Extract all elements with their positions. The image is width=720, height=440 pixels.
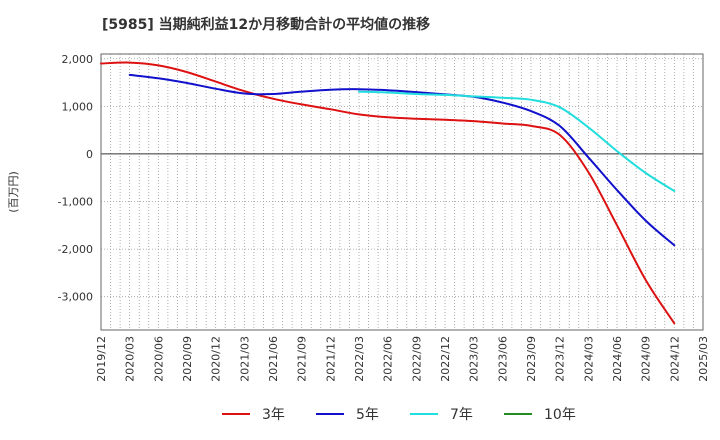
series-line-2 (128, 73, 676, 247)
plot-frame (100, 53, 704, 331)
x-tick-label: 2023/03 (468, 336, 481, 382)
x-tick-label: 2023/09 (525, 336, 538, 382)
x-tick-label: 2022/12 (439, 336, 452, 382)
series-line-1 (100, 61, 676, 325)
x-tick-label: 2022/06 (382, 336, 395, 382)
x-tick-label: 2020/06 (152, 336, 165, 382)
legend-label: 3年 (262, 407, 285, 423)
x-tick-label: 2020/12 (210, 336, 223, 382)
x-tick-label: 2023/12 (554, 336, 567, 382)
y-axis-title: (百万円) (7, 171, 20, 213)
legend-label: 10年 (544, 407, 576, 423)
chart-title: [5985] 当期純利益12か月移動合計の平均値の推移 (102, 17, 431, 33)
x-tick-label: 2019/12 (95, 336, 108, 382)
plot-area (101, 54, 703, 330)
y-tick-label: -3,000 (58, 291, 93, 304)
y-tick-label: 1,000 (62, 100, 94, 113)
x-tick-label: 2021/09 (296, 336, 309, 382)
x-tick-label: 2024/12 (668, 336, 681, 382)
x-tick-label: 2021/03 (238, 336, 251, 382)
x-tick-label: 2025/03 (697, 336, 710, 382)
y-tick-label: 0 (86, 148, 93, 161)
x-tick-label: 2020/03 (124, 336, 137, 382)
series-line-3 (358, 90, 676, 192)
x-tick-label: 2020/09 (181, 336, 194, 382)
x-tick-label: 2024/09 (640, 336, 653, 382)
x-tick-label: 2021/06 (267, 336, 280, 382)
x-tick-label: 2024/06 (611, 336, 624, 382)
x-tick-label: 2022/09 (410, 336, 423, 382)
x-tick-label: 2023/06 (496, 336, 509, 382)
y-tick-label: -1,000 (58, 196, 93, 209)
x-tick-label: 2024/03 (582, 336, 595, 382)
legend-label: 5年 (356, 407, 379, 423)
x-tick-label: 2022/03 (353, 336, 366, 382)
legend-label: 7年 (450, 407, 473, 423)
y-tick-label: -2,000 (58, 243, 93, 256)
x-tick-label: 2021/12 (324, 336, 337, 382)
y-tick-label: 2,000 (62, 53, 94, 66)
